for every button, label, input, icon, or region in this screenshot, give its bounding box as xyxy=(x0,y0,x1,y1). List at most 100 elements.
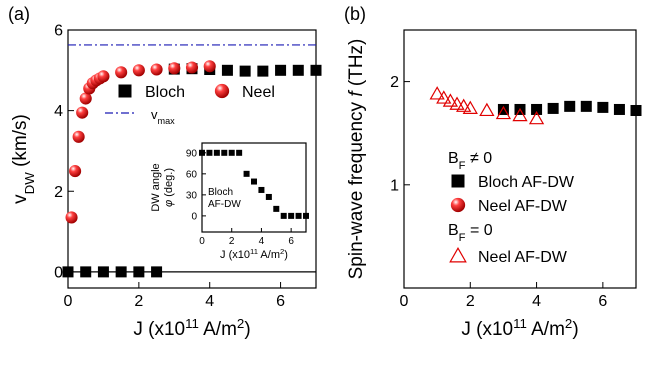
text-piece: Spin-wave frequency xyxy=(346,97,367,280)
square-marker xyxy=(206,149,213,156)
square-marker xyxy=(265,193,272,200)
text-piece: max xyxy=(158,116,176,126)
square-marker xyxy=(580,100,592,112)
ball-marker xyxy=(168,62,181,75)
ball-marker xyxy=(72,130,85,143)
text-piece: = 0 xyxy=(466,222,493,239)
square-marker xyxy=(118,84,132,98)
triangle-marker xyxy=(479,102,495,117)
square-marker xyxy=(151,266,163,278)
ball-marker xyxy=(97,70,110,83)
square-marker xyxy=(221,64,233,76)
square-marker xyxy=(295,212,302,219)
square-marker xyxy=(497,103,509,115)
annotation: AF-DW xyxy=(208,199,241,210)
square-marker xyxy=(199,149,205,156)
y-axis-label: vDW (km/s) xyxy=(10,114,37,204)
square-marker xyxy=(451,174,465,188)
text-piece: φ xyxy=(163,200,175,207)
square-marker xyxy=(239,65,251,77)
y-tick-label: 0 xyxy=(191,211,197,222)
plot-frame xyxy=(403,29,637,289)
ball-marker xyxy=(79,92,92,105)
square-marker xyxy=(228,149,235,156)
text-piece: B xyxy=(448,150,459,167)
square-marker xyxy=(303,212,309,219)
square-marker xyxy=(310,64,322,76)
square-marker xyxy=(97,266,109,278)
square-marker xyxy=(258,186,265,193)
ball-marker xyxy=(65,211,78,224)
y-tick-label: 1 xyxy=(390,177,399,194)
square-marker xyxy=(280,212,287,219)
x-tick-label: 4 xyxy=(205,293,214,310)
square-marker xyxy=(547,102,559,114)
legend-label: Neel xyxy=(242,84,275,101)
square-marker xyxy=(273,205,280,212)
ball-marker xyxy=(150,63,163,76)
text-piece: (km/s) xyxy=(10,114,31,172)
text-piece: v xyxy=(151,107,158,122)
square-marker xyxy=(531,103,543,115)
triangle-marker xyxy=(456,98,472,112)
triangle-marker xyxy=(495,105,512,120)
legend-label: Bloch AF-DW xyxy=(478,174,575,191)
text-piece: J (x10 xyxy=(220,249,250,261)
triangle-marker xyxy=(429,86,445,100)
y-tick-label: 2 xyxy=(54,184,63,201)
triangle-marker xyxy=(449,96,465,110)
ball-marker xyxy=(115,66,128,79)
y-tick-label: 4 xyxy=(54,103,63,120)
x-tick-label: 0 xyxy=(400,293,409,310)
square-marker xyxy=(115,266,127,278)
panel-label: (a) xyxy=(8,4,30,24)
x-tick-label: 6 xyxy=(288,236,294,247)
square-marker xyxy=(133,266,145,278)
x-tick-label: 4 xyxy=(259,236,265,247)
ball-marker xyxy=(76,106,89,119)
ball-marker xyxy=(203,60,216,73)
legend-heading: BF ≠ 0 xyxy=(448,150,492,172)
triangle-marker xyxy=(436,90,452,104)
text-piece: DW angle xyxy=(150,163,162,211)
legend-label: Bloch xyxy=(145,84,185,101)
panel-label: (b) xyxy=(344,4,366,24)
text-piece: ) xyxy=(572,319,578,340)
square-marker xyxy=(80,266,92,278)
square-marker xyxy=(221,149,228,156)
ball-marker xyxy=(214,83,230,99)
square-marker xyxy=(613,103,625,115)
x-tick-label: 4 xyxy=(532,293,541,310)
x-tick-label: 0 xyxy=(199,236,205,247)
x-tick-label: 2 xyxy=(229,236,235,247)
ball-marker xyxy=(132,64,145,77)
y-axis-label: φ (deg.) xyxy=(163,168,175,207)
square-marker xyxy=(243,170,250,177)
text-piece: J (x10 xyxy=(461,319,513,340)
square-marker xyxy=(288,212,295,219)
x-tick-label: 6 xyxy=(276,293,285,310)
text-piece: ≠ 0 xyxy=(466,150,493,167)
text-piece: F xyxy=(459,232,466,244)
text-piece: DW xyxy=(22,172,37,195)
x-axis-label: J (x1011 A/m2) xyxy=(133,316,250,341)
annotation: Bloch xyxy=(208,187,233,198)
square-marker xyxy=(257,65,269,77)
y-tick-label: 90 xyxy=(186,148,198,159)
square-marker xyxy=(236,149,243,156)
triangle-marker xyxy=(462,100,478,114)
text-piece: f xyxy=(346,90,367,97)
triangle-marker xyxy=(442,93,459,107)
x-axis-label: J (x1011 A/m2) xyxy=(220,247,288,262)
triangle-marker xyxy=(528,110,545,125)
text-piece: (THz) xyxy=(346,39,367,92)
legend-label: Neel AF-DW xyxy=(478,249,568,266)
text-piece: F xyxy=(459,160,466,172)
legend-label: Neel AF-DW xyxy=(478,198,568,215)
text-piece: v xyxy=(10,194,31,204)
y-tick-label: 60 xyxy=(186,169,198,180)
y-tick-label: 6 xyxy=(54,23,63,40)
text-piece: (deg.) xyxy=(163,168,175,200)
